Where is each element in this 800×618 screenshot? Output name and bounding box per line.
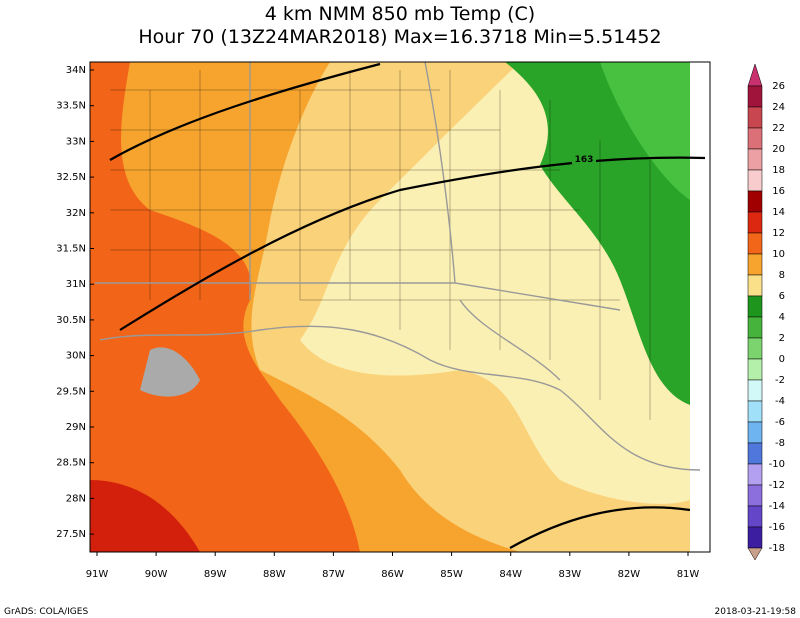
lake (140, 347, 200, 397)
colorbar-label: 20 (772, 144, 785, 155)
lat-label: 29.5N (56, 386, 86, 397)
colorbar-box (747, 148, 763, 171)
colorbar-label: 22 (772, 123, 785, 134)
colorbar-box (747, 337, 763, 360)
colorbar: 26242220181614121086420-2-4-6-8-10-12-14… (747, 63, 785, 561)
state-lines (95, 61, 701, 471)
colorbar-box (747, 421, 763, 444)
colorbar-box (747, 211, 763, 234)
lon-label: 86W (381, 569, 404, 580)
lon-label: 83W (558, 569, 581, 580)
colorbar-label: 16 (772, 186, 785, 197)
colorbar-box (747, 505, 763, 528)
colorbar-box (747, 127, 763, 150)
colorbar-box (747, 295, 763, 318)
title: 4 km NMM 850 mb Temp (C) (265, 3, 535, 25)
lon-label: 85W (440, 569, 463, 580)
map-frame (89, 61, 711, 553)
lat-label: 27.5N (56, 529, 86, 540)
colorbar-label: 2 (779, 333, 785, 344)
lon-label: 84W (499, 569, 522, 580)
colorbar-label: 8 (779, 270, 785, 281)
colorbar-box (747, 190, 763, 213)
colorbar-box (747, 358, 763, 381)
colorbar-box (747, 463, 763, 486)
outside-domain (690, 62, 710, 552)
colorbar-label: -10 (769, 459, 785, 470)
lat-label: 33.5N (56, 101, 86, 112)
lon-label: 87W (322, 569, 345, 580)
colorbar-label: -8 (775, 438, 785, 449)
colorbar-label: 10 (772, 249, 785, 260)
colorbar-label: -16 (769, 522, 785, 533)
colorbar-label: -12 (769, 480, 785, 491)
field-light-green (600, 62, 690, 200)
lat-label: 31N (66, 279, 86, 290)
map: 163 (89, 61, 711, 553)
colorbar-box (747, 526, 763, 549)
colorbar-label: 18 (772, 165, 785, 176)
lat-label: 34N (66, 65, 86, 76)
colorbar-box (747, 484, 763, 507)
colorbar-label: -18 (769, 543, 785, 554)
colorbar-label: 14 (772, 207, 785, 218)
lat-label: 29N (66, 422, 86, 433)
colorbar-label: 26 (772, 81, 785, 92)
colorbar-label: -2 (775, 375, 785, 386)
lon-label: 90W (145, 569, 168, 580)
colorbar-box (747, 106, 763, 129)
colorbar-label: -6 (775, 417, 785, 428)
colorbar-box (747, 253, 763, 276)
lon-label: 82W (618, 569, 641, 580)
colorbar-box (747, 274, 763, 297)
lat-label: 30.5N (56, 315, 86, 326)
colorbar-label: -14 (769, 501, 785, 512)
lon-label: 91W (86, 569, 109, 580)
colorbar-box (747, 232, 763, 255)
colorbar-box (747, 379, 763, 402)
colorbar-label: 6 (779, 291, 785, 302)
lat-label: 33N (66, 136, 86, 147)
field-red (90, 480, 200, 552)
colorbar-label: -4 (775, 396, 785, 407)
colorbar-label: 24 (772, 102, 785, 113)
contour-label-bg (572, 152, 596, 164)
subtitle: Hour 70 (13Z24MAR2018) Max=16.3718 Min=5… (138, 26, 661, 48)
lat-label: 32N (66, 208, 86, 219)
footer-right: 2018-03-21-19:58 (715, 607, 797, 617)
colorbar-box (747, 400, 763, 423)
colorbar-label: 0 (779, 354, 785, 365)
field-orange-red (90, 62, 360, 552)
lat-label: 30N (66, 351, 86, 362)
lon-label: 81W (677, 569, 700, 580)
lat-label: 28N (66, 493, 86, 504)
lat-label: 31.5N (56, 244, 86, 255)
isotherm-lines: 163 (109, 62, 706, 549)
colorbar-label: 12 (772, 228, 785, 239)
lon-label: 89W (204, 569, 227, 580)
colorbar-box (747, 442, 763, 465)
lat-label: 28.5N (56, 458, 86, 469)
lon-label: 88W (263, 569, 286, 580)
footer-left: GrADS: COLA/IGES (4, 607, 88, 617)
colorbar-box (747, 169, 763, 192)
colorbar-box (747, 85, 763, 108)
colorbar-box (747, 316, 763, 339)
colorbar-label: 4 (779, 312, 785, 323)
lat-label: 32.5N (56, 172, 86, 183)
contour-label: 163 (575, 155, 594, 165)
axes: 34N 33.5N 33N 32.5N 32N 31.5N 31N 30.5N 30N 29.5N… (56, 65, 699, 580)
colorbar-bottom (747, 547, 763, 561)
